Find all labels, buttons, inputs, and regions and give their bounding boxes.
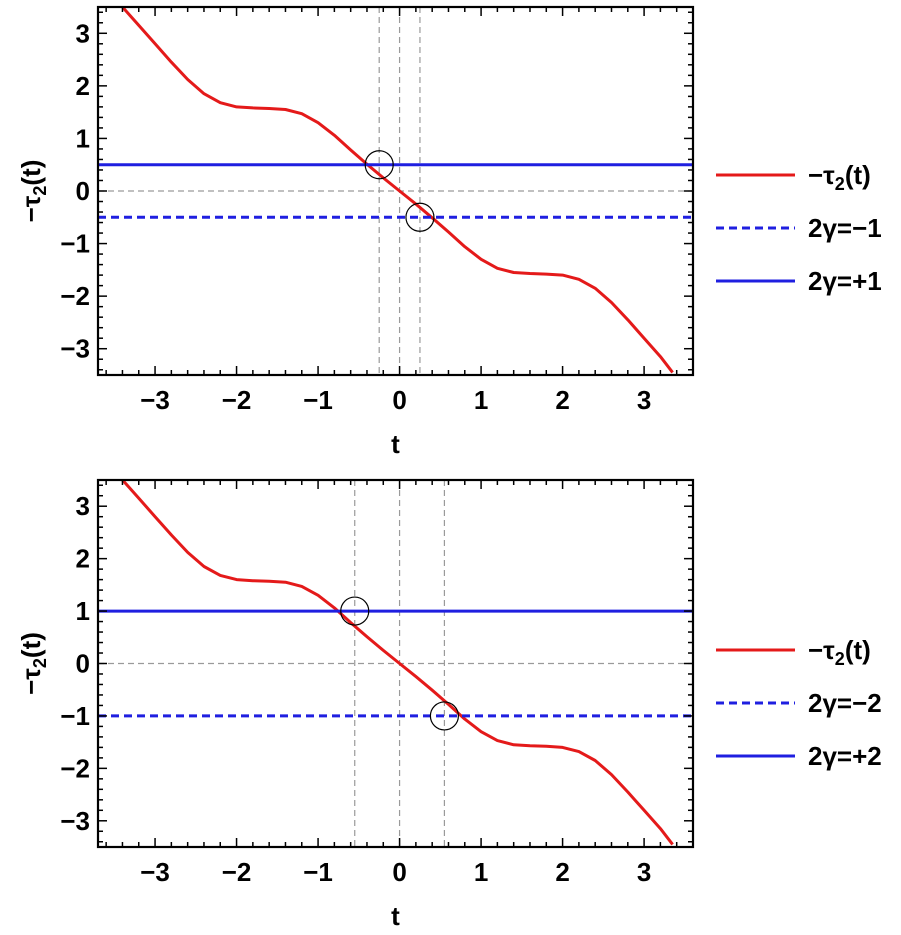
x-tick-label: −2 [222,385,252,415]
legend: −τ2(t) 2γ=−1 2γ=+1 [716,160,882,296]
x-tick-label: −3 [140,385,170,415]
x-axis-label: t [391,429,400,459]
plot-area [98,480,693,846]
legend: −τ2(t) 2γ=−2 2γ=+2 [716,635,882,771]
y-tick-label: 3 [76,18,90,48]
x-tick-label: 0 [392,385,406,415]
legend-label-2: 2γ=−1 [808,213,882,243]
x-tick-label: −2 [222,857,252,887]
series-line-1 [121,480,674,846]
y-tick-label: 1 [76,123,90,153]
legend-label-3: 2γ=+1 [808,266,882,296]
x-tick-label: 3 [637,385,651,415]
x-tick-label: 2 [555,857,569,887]
x-tick-label: 1 [474,385,488,415]
x-tick-label: 1 [474,857,488,887]
y-tick-label: −2 [60,753,90,783]
series-line-1 [121,7,674,374]
x-tick-label: 0 [392,857,406,887]
intersection-marker-1 [364,150,394,180]
y-tick-label: 0 [76,176,90,206]
x-tick-label: −3 [140,857,170,887]
y-tick-label: 2 [76,544,90,574]
intersection-marker-2 [405,202,435,232]
y-axis-label: −τ2(t) [16,632,50,695]
x-tick-label: 3 [637,857,651,887]
legend-label-3: 2γ=+2 [808,741,882,771]
intersection-marker-2 [429,701,460,731]
y-tick-label: 1 [76,596,90,626]
plot-area [98,7,693,374]
y-tick-label: −3 [60,334,90,364]
y-axis-label: −τ2(t) [16,160,50,223]
y-tick-label: 3 [76,491,90,521]
y-tick-label: −2 [60,281,90,311]
y-tick-label: −1 [60,701,90,731]
y-tick-label: 2 [76,71,90,101]
y-tick-label: −3 [60,806,90,836]
y-tick-label: −1 [60,229,90,259]
y-tick-label: 0 [76,649,90,679]
chart-panel-2: −3 −2 −1 0 1 2 3 −3 −2 −1 0 1 2 3 t −τ2(t) −τ2(t) 2γ=−2 2γ… [16,478,882,931]
chart-panel-1: −3 −2 −1 0 1 2 3 −3 −2 −1 0 1 2 3 t −τ2(t) −τ2(t) 2γ=−1 2γ… [16,5,882,459]
legend-label-1: −τ2(t) [808,635,871,669]
legend-label-1: −τ2(t) [808,160,871,194]
x-tick-label: −1 [303,857,333,887]
intersection-marker-1 [340,596,370,626]
x-tick-label: −1 [303,385,333,415]
x-tick-label: 2 [555,385,569,415]
legend-label-2: 2γ=−2 [808,688,882,718]
x-axis-label: t [391,901,400,931]
